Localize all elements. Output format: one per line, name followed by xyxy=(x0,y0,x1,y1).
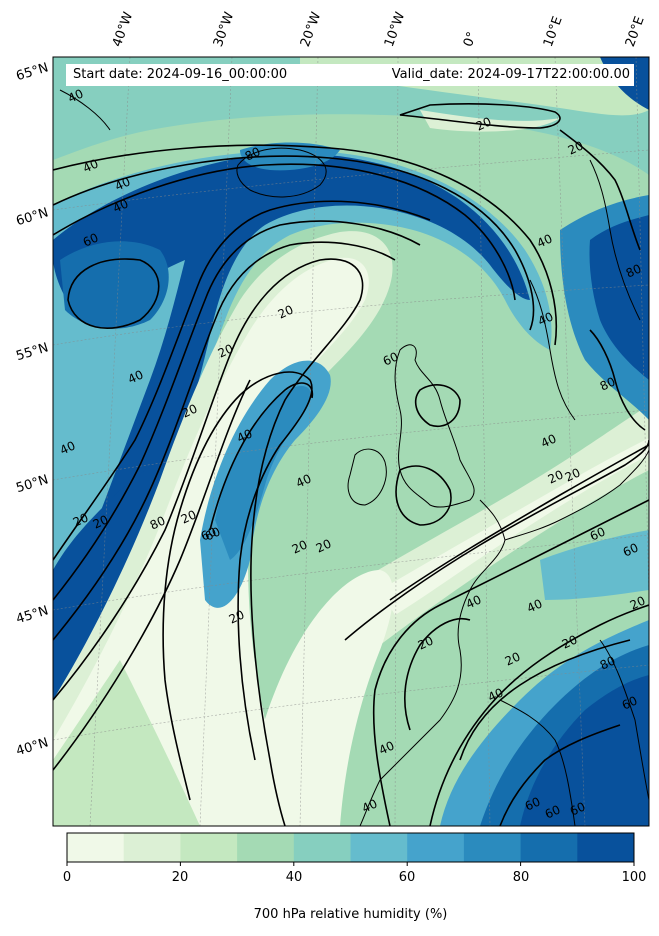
colorbar-tick: 80 xyxy=(512,870,530,885)
colorbar-tick: 100 xyxy=(621,870,647,885)
colorbar-swatch xyxy=(293,833,351,862)
colorbar-swatch xyxy=(350,833,408,862)
map-frame xyxy=(52,56,650,827)
colorbar-swatch xyxy=(407,833,465,862)
start-date-text: Start date: 2024-09-16_00:00:00 xyxy=(73,67,288,82)
colorbar-label: 700 hPa relative humidity (%) xyxy=(253,907,448,922)
contour-lines xyxy=(53,103,649,826)
colorbar-swatch xyxy=(180,833,238,862)
colorbar-tick: 0 xyxy=(62,870,72,885)
colorbar-swatch xyxy=(237,833,295,862)
colorbar-swatch xyxy=(67,833,125,862)
colorbar-tick: 20 xyxy=(171,870,189,885)
colorbar-swatch xyxy=(123,833,181,862)
date-banner: Start date: 2024-09-16_00:00:00 Valid_da… xyxy=(66,64,634,86)
colorbar-tick: 60 xyxy=(398,870,416,885)
colorbar xyxy=(66,832,635,866)
valid-date-text: Valid_date: 2024-09-17T22:00:00.00 xyxy=(391,67,630,82)
colorbar-swatch xyxy=(577,833,635,862)
colorbar-swatch xyxy=(463,833,522,862)
colorbar-frame xyxy=(66,832,635,863)
colorbar-tick: 40 xyxy=(285,870,303,885)
colorbar-swatch xyxy=(520,833,578,862)
